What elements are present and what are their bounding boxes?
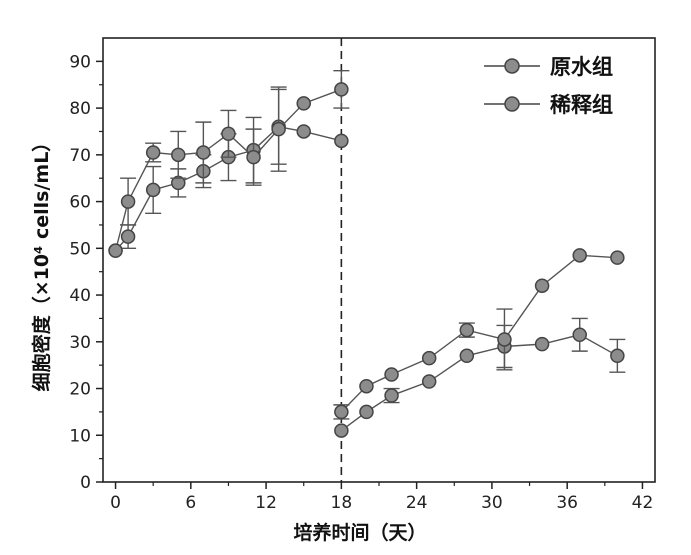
x-tick-label: 36	[556, 493, 578, 513]
y-tick-label: 90	[69, 52, 91, 72]
series-line	[341, 335, 617, 431]
y-axis-ticks: 0 10 20 30 40 50 60 70 80 90	[69, 52, 103, 493]
data-point	[297, 125, 310, 138]
x-axis-title: 培养时间（天）	[293, 521, 426, 544]
y-tick-label: 70	[69, 146, 91, 166]
data-point	[147, 146, 160, 159]
x-tick-label: 12	[255, 493, 277, 513]
data-point	[385, 368, 398, 381]
legend-marker-icon	[505, 59, 519, 73]
x-tick-label: 0	[110, 493, 121, 513]
data-point	[423, 375, 436, 388]
data-point	[611, 251, 624, 264]
data-point	[172, 148, 185, 161]
data-point	[536, 338, 549, 351]
data-point	[536, 279, 549, 292]
y-tick-label: 10	[69, 426, 91, 446]
data-point	[272, 123, 285, 136]
data-point	[297, 97, 310, 110]
legend-item-series-2: 稀释组	[484, 93, 613, 117]
series-2	[109, 71, 624, 419]
data-point	[385, 389, 398, 402]
data-point	[222, 127, 235, 140]
data-point	[360, 405, 373, 418]
y-tick-label: 50	[69, 239, 91, 259]
x-tick-label: 30	[481, 493, 503, 513]
data-point	[335, 405, 348, 418]
data-point	[460, 324, 473, 337]
data-point	[122, 195, 135, 208]
y-tick-label: 60	[69, 193, 91, 213]
data-point	[335, 424, 348, 437]
legend-label-series-2: 稀释组	[550, 93, 613, 117]
x-tick-label: 6	[185, 493, 196, 513]
data-point	[573, 249, 586, 262]
data-point	[335, 134, 348, 147]
data-point	[360, 380, 373, 393]
data-point	[573, 328, 586, 341]
series-layer	[109, 71, 625, 437]
y-tick-label: 40	[69, 286, 91, 306]
legend: 原水组 稀释组	[484, 55, 613, 117]
data-point	[460, 349, 473, 362]
x-tick-label: 42	[632, 493, 654, 513]
data-point	[611, 349, 624, 362]
legend-item-series-1: 原水组	[484, 55, 613, 79]
data-point	[335, 83, 348, 96]
x-tick-label: 24	[406, 493, 428, 513]
data-point	[197, 146, 210, 159]
data-point	[147, 183, 160, 196]
data-point	[247, 151, 260, 164]
data-point	[423, 352, 436, 365]
y-tick-label: 80	[69, 99, 91, 119]
y-tick-label: 20	[69, 380, 91, 400]
data-point	[498, 333, 511, 346]
y-tick-label: 0	[80, 473, 91, 493]
data-point	[122, 230, 135, 243]
y-tick-label: 30	[69, 333, 91, 353]
data-point	[109, 244, 122, 257]
legend-marker-icon	[505, 97, 519, 111]
y-axis-title: 细胞密度（×10⁴ cells/mL）	[30, 133, 53, 392]
x-tick-label: 18	[331, 493, 353, 513]
x-axis-ticks: 0 6 12 18 24 30 36 42	[110, 482, 653, 513]
legend-label-series-1: 原水组	[550, 55, 613, 79]
